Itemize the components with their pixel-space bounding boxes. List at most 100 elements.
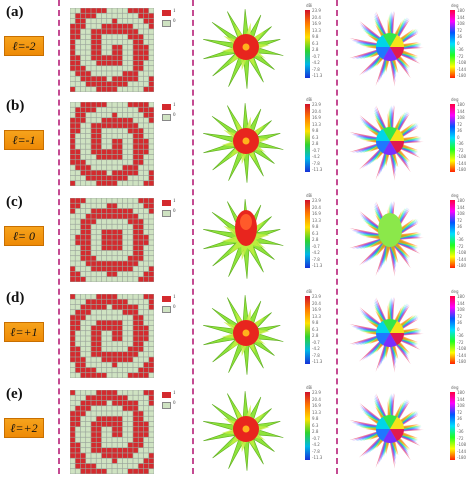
coding-cell-one [80, 112, 86, 118]
coding-cell-one [138, 245, 144, 251]
coding-cell-zero [86, 432, 91, 437]
coding-cell-one [112, 453, 117, 458]
coding-cell-zero [112, 39, 117, 45]
coding-cell-one [138, 107, 144, 113]
coding-cell-one [138, 34, 144, 40]
coding-cell-zero [75, 250, 81, 256]
coding-cell-one [96, 181, 102, 186]
coding-cell-zero [101, 34, 107, 40]
coding-cell-one [107, 235, 112, 240]
coding-cell-zero [107, 112, 112, 118]
gain-colorbar-tick: 2.8 [312, 141, 319, 146]
coding-cell-one [75, 315, 81, 320]
coding-cell-zero [149, 421, 154, 427]
coding-cell-zero [107, 66, 112, 71]
coding-cell-one [96, 123, 102, 128]
coding-cell-zero [101, 367, 107, 373]
coding-cell-zero [91, 294, 96, 299]
coding-cell-zero [117, 346, 123, 352]
coding-cell-one [96, 8, 102, 13]
coding-cell-one [96, 437, 102, 443]
phase-colorbar-tick: -36 [457, 333, 464, 338]
coding-cell-zero [143, 352, 149, 357]
coding-cell-zero [138, 406, 144, 411]
coding-cell-zero [128, 277, 133, 282]
coding-cell-zero [128, 235, 133, 240]
coding-cell-zero [107, 165, 112, 170]
coding-cell-one [128, 469, 133, 474]
gain-colorbar-tick: -7.8 [312, 256, 320, 262]
coding-cell-one [112, 304, 117, 310]
coding-cell-one [133, 76, 138, 82]
coding-cell-one [138, 277, 144, 282]
coding-cell-one [112, 294, 117, 299]
coding-cell-zero [122, 133, 128, 139]
coding-cell-one [128, 165, 133, 170]
gain-colorbar-tick: 13.3 [312, 409, 321, 415]
coding-cell-zero [138, 76, 144, 82]
coding-cell-one [107, 81, 112, 87]
coding-cell-one [75, 203, 81, 209]
coding-cell-one [75, 60, 81, 66]
coding-cell-zero [112, 463, 117, 469]
coding-cell-zero [75, 373, 81, 378]
coding-cell-zero [143, 214, 149, 219]
coding-cell-zero [70, 229, 75, 235]
coding-cell-one [143, 112, 149, 118]
coding-cell-zero [117, 165, 123, 170]
coding-cell-zero [133, 266, 138, 272]
coding-cell-one [107, 271, 112, 277]
gain-colorbar-unit: dBi [306, 3, 313, 8]
coding-cell-one [86, 76, 91, 82]
coding-cell-zero [149, 224, 154, 230]
coding-cell-one [138, 421, 144, 427]
coding-cell-zero [122, 198, 128, 203]
coding-cell-zero [75, 336, 81, 341]
coding-cell-zero [107, 400, 112, 406]
coding-cell-one [101, 325, 107, 331]
coding-cell-one [80, 304, 86, 310]
coding-cell-zero [143, 406, 149, 411]
coding-cell-zero [96, 118, 102, 123]
coding-cell-one [80, 373, 86, 378]
phase-pattern [349, 200, 424, 277]
coding-cell-zero [75, 139, 81, 144]
coding-cell-zero [149, 442, 154, 448]
coding-cell-zero [107, 427, 112, 432]
coding-cell-one [75, 453, 81, 458]
coding-cell-one [112, 261, 117, 266]
coding-cell-zero [122, 463, 128, 469]
coding-cell-zero [101, 66, 107, 71]
coding-cell-one [128, 448, 133, 453]
coding-cell-one [138, 45, 144, 50]
coding-cell-one [96, 469, 102, 474]
coding-cell-one [80, 224, 86, 230]
coding-cell-zero [96, 310, 102, 315]
coding-cell-zero [128, 331, 133, 336]
coding-cell-zero [70, 170, 75, 176]
coding-cell-zero [128, 341, 133, 347]
coding-cell-one [70, 149, 75, 155]
phase-colorbar-tick: -180 [457, 359, 467, 364]
coding-cell-one [149, 294, 154, 299]
coding-cell-one [96, 336, 102, 341]
coding-cell-one [70, 139, 75, 144]
coding-cell-one [112, 123, 117, 128]
coding-cell-zero [117, 277, 123, 282]
coding-cell-zero [149, 139, 154, 144]
coding-cell-one [96, 133, 102, 139]
gain-colorbar-tick: 2.8 [312, 333, 319, 338]
coding-cell-zero [143, 224, 149, 230]
coding-cell-zero [122, 18, 128, 24]
coding-cell-zero [133, 362, 138, 368]
coding-cell-one [86, 81, 91, 87]
coding-cell-one [149, 87, 154, 92]
coding-cell-one [107, 118, 112, 123]
coding-cell-zero [138, 208, 144, 214]
coding-cell-zero [112, 198, 117, 203]
coding-cell-zero [128, 144, 133, 149]
coding-cell-zero [138, 165, 144, 170]
coding-cell-one [75, 320, 81, 326]
coding-cell-zero [149, 427, 154, 432]
coding-cell-one [91, 469, 96, 474]
